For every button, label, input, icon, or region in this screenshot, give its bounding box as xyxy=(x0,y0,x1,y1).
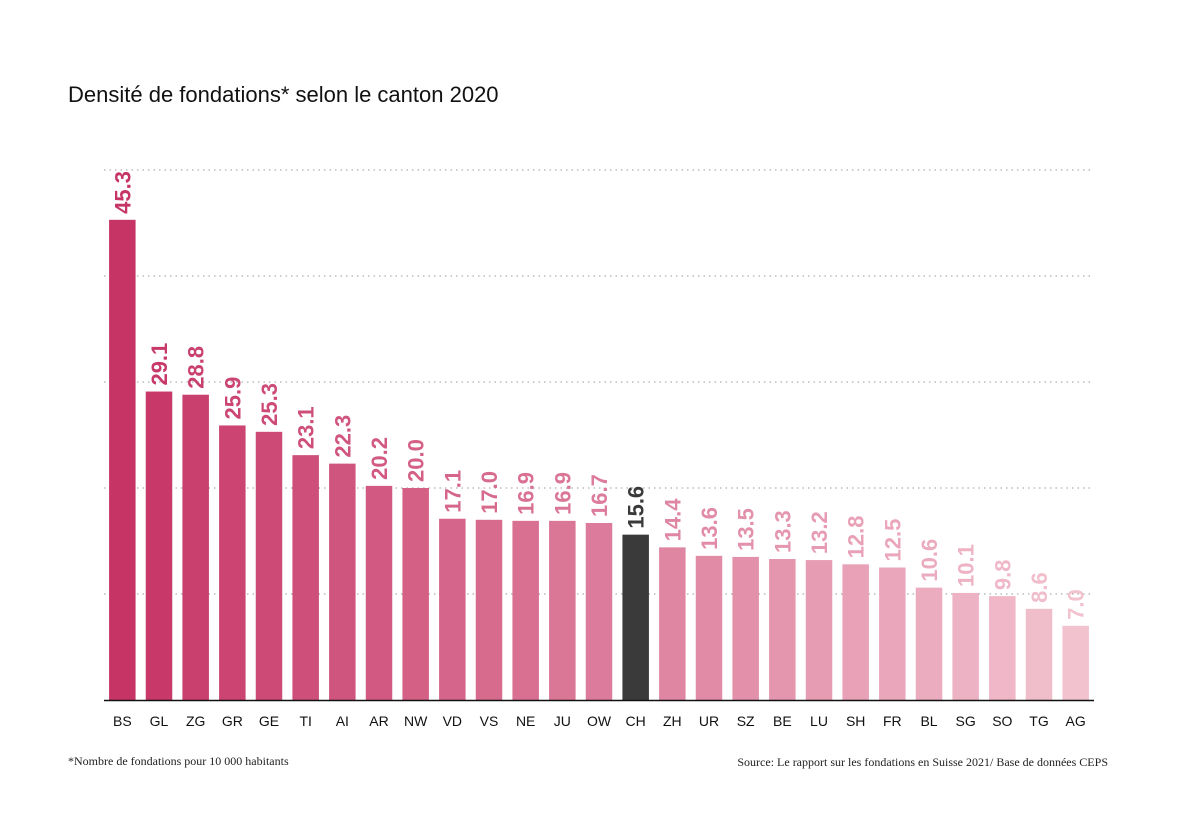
value-label-zh: 14.4 xyxy=(660,498,685,542)
value-label-ag: 7.0 xyxy=(1064,589,1089,620)
bar-ju xyxy=(549,520,576,700)
value-label-nw: 20.0 xyxy=(404,439,429,482)
bar-tg xyxy=(1025,608,1053,700)
bar-gr xyxy=(219,425,246,700)
bar-zg xyxy=(182,394,209,700)
category-label-vs: VS xyxy=(480,713,499,729)
category-label-ow: OW xyxy=(587,713,612,729)
bar-so xyxy=(989,596,1016,700)
category-label-sg: SG xyxy=(956,713,976,729)
value-label-gr: 25.9 xyxy=(220,377,245,420)
category-label-ar: AR xyxy=(369,713,388,729)
bar-fr xyxy=(879,567,906,700)
value-label-ai: 22.3 xyxy=(330,415,355,458)
bar-ar xyxy=(365,485,393,700)
value-label-so: 9.8 xyxy=(990,560,1015,591)
bar-ch xyxy=(622,534,649,700)
bar-lu xyxy=(805,560,833,700)
bar-zh xyxy=(659,547,686,700)
value-label-vs: 17.0 xyxy=(477,471,502,514)
category-label-gr: GR xyxy=(222,713,243,729)
category-label-so: SO xyxy=(992,713,1012,729)
category-label-ai: AI xyxy=(336,713,349,729)
category-label-gl: GL xyxy=(150,713,169,729)
bar-gl xyxy=(145,391,173,700)
category-label-sz: SZ xyxy=(737,713,755,729)
value-label-ge: 25.3 xyxy=(257,383,282,426)
bar-vs xyxy=(475,519,503,700)
value-label-lu: 13.2 xyxy=(807,511,832,554)
bar-ti xyxy=(292,455,319,700)
category-label-bs: BS xyxy=(113,713,132,729)
category-label-vd: VD xyxy=(443,713,462,729)
value-label-sh: 12.8 xyxy=(844,515,869,558)
bar-be xyxy=(769,559,796,700)
value-label-gl: 29.1 xyxy=(147,343,172,386)
value-label-ch: 15.6 xyxy=(624,486,649,529)
category-label-zh: ZH xyxy=(663,713,682,729)
value-label-bs: 45.3 xyxy=(110,171,135,214)
bar-sz xyxy=(732,556,759,700)
category-label-bl: BL xyxy=(920,713,937,729)
bar-bs xyxy=(109,219,136,700)
value-label-zg: 28.8 xyxy=(184,346,209,389)
category-label-ge: GE xyxy=(259,713,279,729)
category-label-ur: UR xyxy=(699,713,719,729)
category-label-ch: CH xyxy=(626,713,646,729)
value-label-sz: 13.5 xyxy=(734,508,759,551)
value-label-sg: 10.1 xyxy=(954,544,979,587)
category-label-lu: LU xyxy=(810,713,828,729)
category-label-ti: TI xyxy=(299,713,311,729)
category-label-be: BE xyxy=(773,713,792,729)
footnote: *Nombre de fondations pour 10 000 habita… xyxy=(68,754,289,768)
category-label-sh: SH xyxy=(846,713,865,729)
bar-ai xyxy=(329,463,356,700)
value-label-ar: 20.2 xyxy=(367,437,392,480)
category-label-ju: JU xyxy=(554,713,571,729)
bar-ow xyxy=(585,522,613,700)
bar-vd xyxy=(439,518,466,700)
value-label-ur: 13.6 xyxy=(697,507,722,550)
bar-ne xyxy=(512,520,539,700)
bar-sg xyxy=(952,592,979,700)
bar-sh xyxy=(842,564,869,700)
value-label-ju: 16.9 xyxy=(550,472,575,515)
bar-nw xyxy=(402,488,429,700)
source-note: Source: Le rapport sur les fondations en… xyxy=(737,755,1108,769)
category-label-fr: FR xyxy=(883,713,902,729)
value-label-ti: 23.1 xyxy=(294,406,319,449)
category-label-ag: AG xyxy=(1066,713,1086,729)
category-label-nw: NW xyxy=(404,713,428,729)
category-label-zg: ZG xyxy=(186,713,205,729)
value-label-be: 13.3 xyxy=(770,510,795,553)
chart-title: Densité de fondations* selon le canton 2… xyxy=(68,82,499,107)
value-label-ow: 16.7 xyxy=(587,474,612,517)
value-label-fr: 12.5 xyxy=(880,519,905,562)
bar-ag xyxy=(1062,625,1089,700)
bar-ge xyxy=(255,431,283,700)
value-label-ne: 16.9 xyxy=(514,472,539,515)
bar-ur xyxy=(695,555,723,700)
value-label-vd: 17.1 xyxy=(440,470,465,513)
value-label-tg: 8.6 xyxy=(1027,572,1052,603)
category-label-tg: TG xyxy=(1029,713,1048,729)
value-label-bl: 10.6 xyxy=(917,539,942,582)
bar-bl xyxy=(915,587,943,700)
category-label-ne: NE xyxy=(516,713,535,729)
